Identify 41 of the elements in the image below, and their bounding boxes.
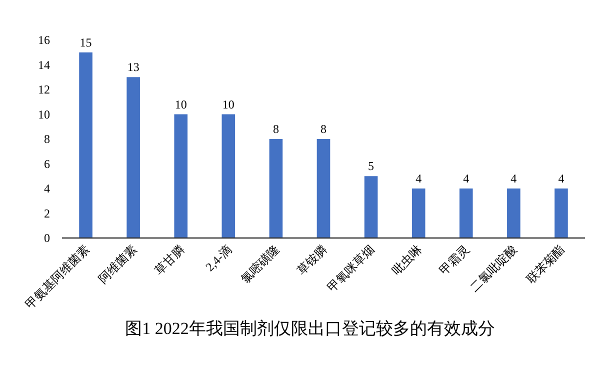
x-tick-label: 阿维菌素 [96,242,140,286]
bar [412,188,426,238]
data-label: 5 [368,159,374,174]
bar [507,188,520,238]
bar [126,77,140,238]
y-tick-label: 6 [44,156,50,171]
data-label: 10 [222,97,234,112]
y-tick-label: 2 [44,206,50,220]
data-label: 4 [558,172,564,186]
y-tick-label: 12 [38,82,50,96]
y-tick-label: 10 [38,107,50,122]
data-label: 8 [272,122,279,136]
x-tick-label: 草甘膦 [152,242,187,278]
data-label: 4 [463,172,470,186]
x-tick-label: 甲霜灵 [436,242,472,278]
data-label: 10 [174,97,187,112]
data-label: 4 [416,172,422,186]
x-tick-label: 吡虫啉 [389,242,425,278]
y-tick-label: 0 [44,231,50,245]
x-tick-label: 联苯菊酯 [524,242,568,286]
data-label: 8 [320,122,326,136]
y-tick-label: 8 [44,132,50,146]
data-label: 15 [80,35,92,50]
x-tick-label: 2,4-滴 [202,242,235,274]
bar [364,176,378,238]
x-tick-label: 氯嘧磺隆 [238,242,282,286]
x-tick-label: 甲氨基阿维菌素 [22,242,92,312]
bar [222,114,236,238]
text: 图1 2022年我国制剂仅限出口登记较多的有效成分 [125,319,495,338]
bar [174,114,188,238]
y-tick-label: 4 [44,182,50,196]
bar [79,52,92,238]
y-tick-label: 14 [38,58,50,72]
bar [554,188,568,238]
y-tick-label: 16 [38,33,50,47]
bar [316,139,330,238]
bar [269,139,283,238]
bar [459,188,473,238]
x-tick-label: 草铵膦 [294,242,330,278]
data-label: 13 [127,60,140,74]
data-label: 4 [510,172,517,186]
